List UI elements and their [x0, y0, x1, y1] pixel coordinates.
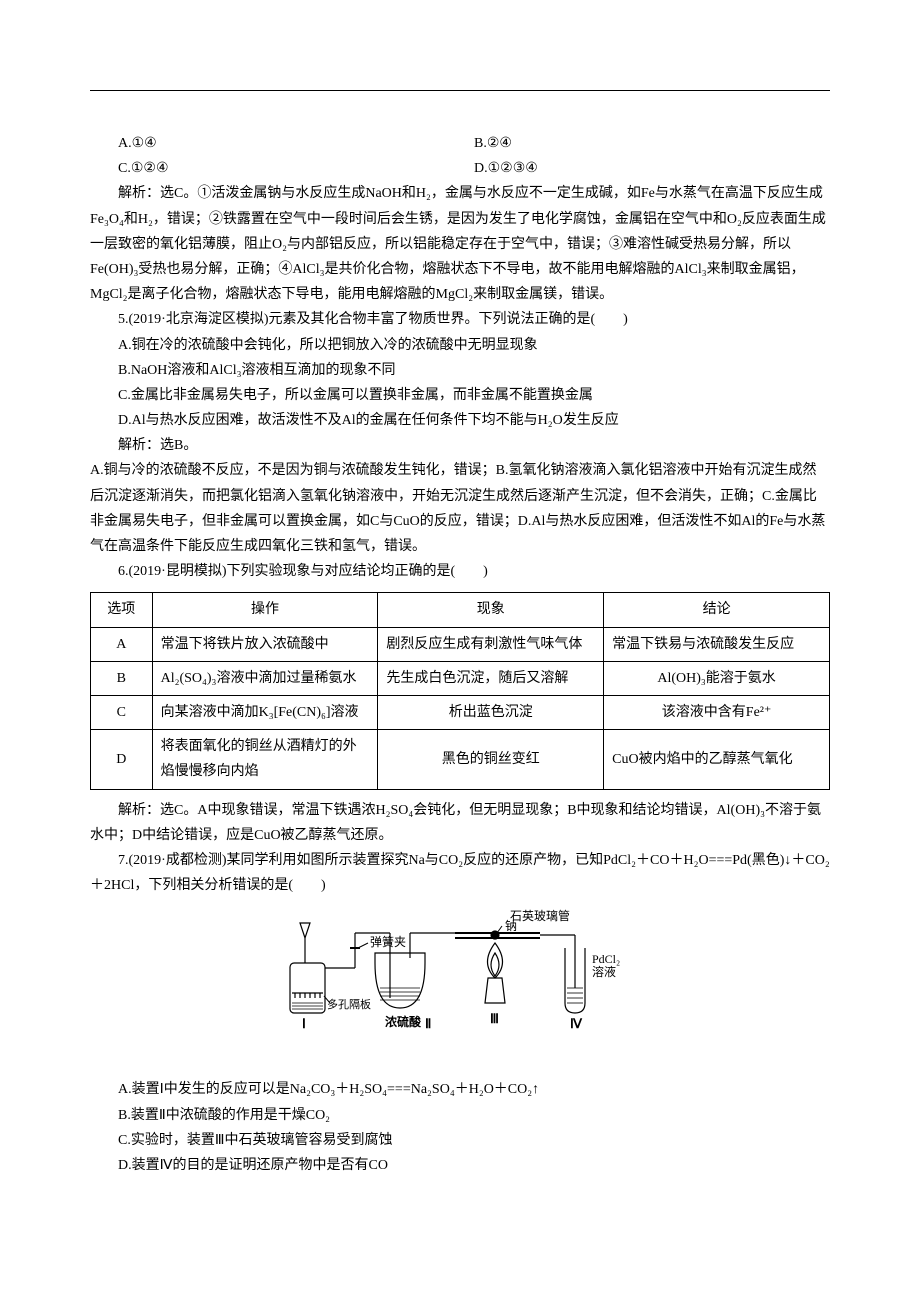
- page-top-rule: [90, 90, 830, 91]
- q4-expl-text: ①活泼金属钠与水反应生成NaOH和H₂，金属与水反应不一定生成碱，如Fe与水蒸气…: [90, 186, 826, 302]
- label-porous: 多孔隔板: [327, 997, 371, 1011]
- cell-op: 常温下将铁片放入浓硫酸中: [152, 627, 378, 661]
- cell-con: 常温下铁易与浓硫酸发生反应: [604, 627, 830, 661]
- q5-stem: 5.(2019·北京海淀区模拟)元素及其化合物丰富了物质世界。下列说法正确的是(…: [90, 307, 830, 332]
- q4-optB: B.②④: [474, 131, 830, 156]
- apparatus-svg: 弹簧夹 石英玻璃管 钠 多孔隔板 浓硫酸 PdCl₂ 溶液 Ⅰ Ⅱ Ⅲ Ⅳ: [280, 908, 640, 1058]
- q5-optD: D.Al与热水反应困难，故活泼性不及Al的金属在任何条件下均不能与H₂O发生反应: [118, 408, 830, 433]
- label-quartz: 石英玻璃管: [510, 908, 570, 923]
- q7-optA: A.装置Ⅰ中发生的反应可以是Na₂CO₃＋H₂SO₄===Na₂SO₄＋H₂O＋…: [118, 1077, 830, 1102]
- q5-expl-label: 解析：: [118, 438, 160, 453]
- cell-ph: 先生成白色沉淀，随后又溶解: [378, 661, 604, 695]
- th-option: 选项: [91, 593, 153, 627]
- q4-expl-ans: 选C。: [160, 186, 197, 201]
- label-na: 钠: [505, 918, 517, 933]
- label-IV: Ⅳ: [570, 1016, 583, 1031]
- cell-opt: D: [91, 730, 153, 789]
- label-III: Ⅲ: [490, 1011, 499, 1026]
- label-h2so4: 浓硫酸: [385, 1014, 422, 1029]
- label-clip: 弹簧夹: [370, 934, 406, 949]
- q4-explanation: 解析：选C。①活泼金属钠与水反应生成NaOH和H₂，金属与水反应不一定生成碱，如…: [90, 181, 830, 307]
- cell-op: 将表面氧化的铜丝从酒精灯的外焰慢慢移向内焰: [152, 730, 378, 789]
- table-row: B Al₂(SO₄)₃溶液中滴加过量稀氨水 先生成白色沉淀，随后又溶解 Al(O…: [91, 661, 830, 695]
- q7-optB: B.装置Ⅱ中浓硫酸的作用是干燥CO₂: [118, 1103, 830, 1128]
- q6-expl-label: 解析：: [118, 803, 160, 818]
- th-operation: 操作: [152, 593, 378, 627]
- q6-table: 选项 操作 现象 结论 A 常温下将铁片放入浓硫酸中 剧烈反应生成有刺激性气味气…: [90, 592, 830, 789]
- th-conclusion: 结论: [604, 593, 830, 627]
- q6-explanation: 解析：选C。A中现象错误，常温下铁遇浓H₂SO₄会钝化，但无明显现象；B中现象和…: [90, 798, 830, 848]
- q4-optD: D.①②③④: [474, 156, 830, 181]
- q6-expl-ans: 选C。: [160, 803, 197, 818]
- label-II: Ⅱ: [425, 1016, 431, 1031]
- cell-ph: 剧烈反应生成有刺激性气味气体: [378, 627, 604, 661]
- q4-options-row1: A.①④ B.②④: [118, 131, 830, 156]
- q5-expl-ans: 选B。: [160, 438, 197, 453]
- cell-ph: 析出蓝色沉淀: [378, 695, 604, 729]
- q5-optB: B.NaOH溶液和AlCl₃溶液相互滴加的现象不同: [118, 358, 830, 383]
- q4-expl-label: 解析：: [118, 186, 160, 201]
- q4-optA: A.①④: [118, 131, 474, 156]
- th-phenomenon: 现象: [378, 593, 604, 627]
- q7-diagram: 弹簧夹 石英玻璃管 钠 多孔隔板 浓硫酸 PdCl₂ 溶液 Ⅰ Ⅱ Ⅲ Ⅳ: [90, 908, 830, 1067]
- label-pdcl2: PdCl₂: [592, 952, 620, 966]
- table-row: A 常温下将铁片放入浓硫酸中 剧烈反应生成有刺激性气味气体 常温下铁易与浓硫酸发…: [91, 627, 830, 661]
- q7-optC: C.实验时，装置Ⅲ中石英玻璃管容易受到腐蚀: [118, 1128, 830, 1153]
- label-solution: 溶液: [592, 964, 616, 979]
- cell-opt: B: [91, 661, 153, 695]
- table-row: C 向某溶液中滴加K₃[Fe(CN)₆]溶液 析出蓝色沉淀 该溶液中含有Fe²⁺: [91, 695, 830, 729]
- cell-op: 向某溶液中滴加K₃[Fe(CN)₆]溶液: [152, 695, 378, 729]
- cell-con: Al(OH)₃能溶于氨水: [604, 661, 830, 695]
- cell-ph: 黑色的铜丝变红: [378, 730, 604, 789]
- cell-con: CuO被内焰中的乙醇蒸气氧化: [604, 730, 830, 789]
- q6-stem: 6.(2019·昆明模拟)下列实验现象与对应结论均正确的是( ): [90, 559, 830, 584]
- cell-opt: C: [91, 695, 153, 729]
- cell-con: 该溶液中含有Fe²⁺: [604, 695, 830, 729]
- q4-options-row2: C.①②④ D.①②③④: [118, 156, 830, 181]
- label-I: Ⅰ: [302, 1016, 306, 1031]
- q5-expl-text: A.铜与冷的浓硫酸不反应，不是因为铜与浓硫酸发生钝化，错误；B.氢氧化钠溶液滴入…: [90, 458, 830, 559]
- table-header-row: 选项 操作 现象 结论: [91, 593, 830, 627]
- table-row: D 将表面氧化的铜丝从酒精灯的外焰慢慢移向内焰 黑色的铜丝变红 CuO被内焰中的…: [91, 730, 830, 789]
- cell-op: Al₂(SO₄)₃溶液中滴加过量稀氨水: [152, 661, 378, 695]
- q6-expl-text: A中现象错误，常温下铁遇浓H₂SO₄会钝化，但无明显现象；B中现象和结论均错误，…: [90, 803, 821, 843]
- q5-optA: A.铜在冷的浓硫酸中会钝化，所以把铜放入冷的浓硫酸中无明显现象: [118, 333, 830, 358]
- q7-optD: D.装置Ⅳ的目的是证明还原产物中是否有CO: [118, 1153, 830, 1178]
- q5-expl-head: 解析：选B。: [90, 433, 830, 458]
- q7-stem: 7.(2019·成都检测)某同学利用如图所示装置探究Na与CO₂反应的还原产物，…: [90, 848, 830, 898]
- cell-opt: A: [91, 627, 153, 661]
- q5-optC: C.金属比非金属易失电子，所以金属可以置换非金属，而非金属不能置换金属: [118, 383, 830, 408]
- q4-optC: C.①②④: [118, 156, 474, 181]
